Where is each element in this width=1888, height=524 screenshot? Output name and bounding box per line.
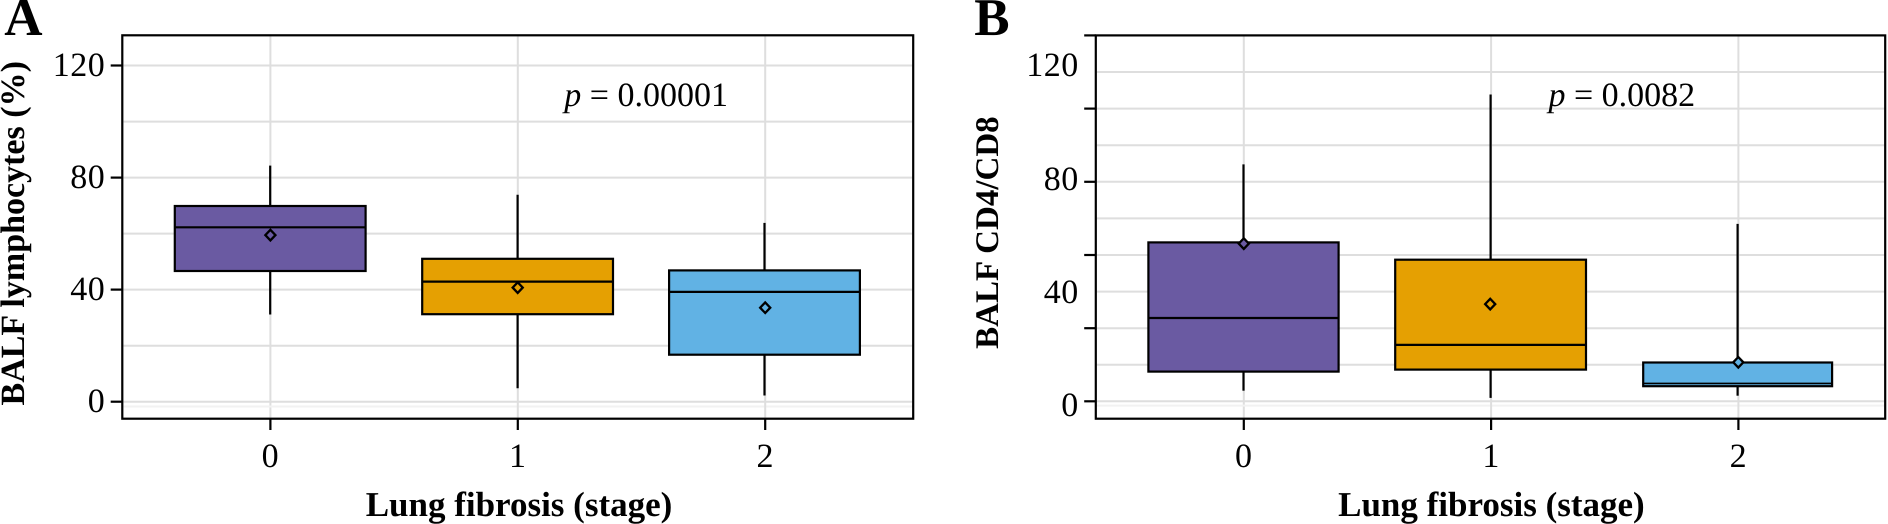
svg-text:40: 40 xyxy=(70,271,105,308)
svg-text:A: A xyxy=(4,0,42,47)
svg-text:0: 0 xyxy=(1235,438,1253,475)
svg-text:40: 40 xyxy=(1044,274,1079,311)
svg-text:120: 120 xyxy=(1026,47,1079,84)
svg-text:120: 120 xyxy=(53,47,106,84)
svg-text:BALF lymphocytes (%): BALF lymphocytes (%) xyxy=(0,61,32,405)
svg-text:80: 80 xyxy=(70,159,105,196)
svg-text:0: 0 xyxy=(88,383,106,420)
svg-text:Lung fibrosis (stage): Lung fibrosis (stage) xyxy=(366,485,673,524)
svg-text:1: 1 xyxy=(509,438,527,475)
svg-text:2: 2 xyxy=(1730,438,1748,475)
svg-text:BALF CD4/CD8: BALF CD4/CD8 xyxy=(970,116,1006,349)
svg-text:B: B xyxy=(974,0,1009,47)
svg-text:2: 2 xyxy=(756,438,774,475)
svg-text:0: 0 xyxy=(262,438,280,475)
svg-text:p = 0.00001: p = 0.00001 xyxy=(562,77,728,114)
svg-text:0: 0 xyxy=(1061,387,1079,424)
svg-text:Lung fibrosis (stage): Lung fibrosis (stage) xyxy=(1338,485,1645,524)
svg-text:1: 1 xyxy=(1482,438,1500,475)
svg-text:p = 0.0082: p = 0.0082 xyxy=(1547,77,1696,114)
svg-text:80: 80 xyxy=(1044,161,1079,198)
